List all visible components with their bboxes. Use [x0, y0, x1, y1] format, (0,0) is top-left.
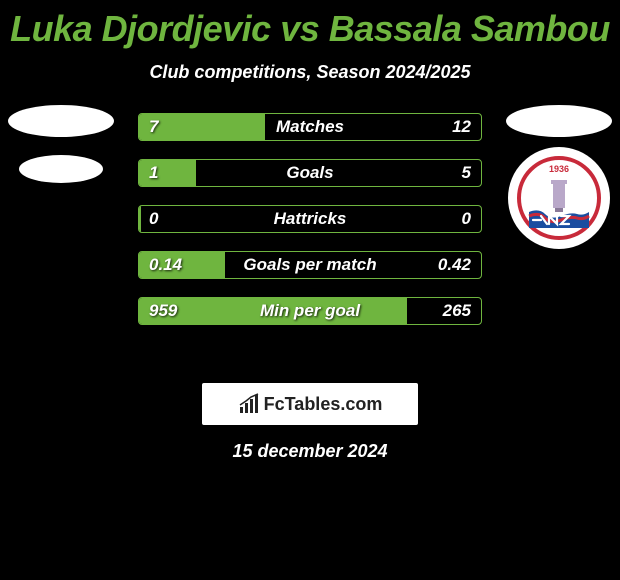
- stat-row: 0.14Goals per match0.42: [138, 251, 482, 279]
- player-right-head-placeholder: [506, 105, 612, 137]
- player-left-club-placeholder: [19, 155, 103, 183]
- dateline: 15 december 2024: [0, 441, 620, 462]
- club-badge-year: 1936: [549, 164, 569, 174]
- page-title: Luka Djordjevic vs Bassala Sambou: [0, 0, 620, 50]
- stat-value-right: 0.42: [438, 252, 471, 278]
- player-right-avatar-stack: 1936: [506, 105, 612, 249]
- branding-badge: FcTables.com: [202, 383, 418, 425]
- comparison-area: 1936 7Matches12 1Goals5 0Hattricks0 0.14Goa…: [0, 113, 620, 373]
- stat-label: Goals per match: [139, 252, 481, 278]
- branding-text: FcTables.com: [264, 394, 383, 415]
- stat-value-right: 0: [462, 206, 471, 232]
- club-badge-wave-icon: [527, 208, 591, 230]
- player-right-club-badge: 1936: [508, 147, 610, 249]
- stat-label: Hattricks: [139, 206, 481, 232]
- stat-row: 1Goals5: [138, 159, 482, 187]
- stat-value-right: 265: [443, 298, 471, 324]
- branding-chart-icon: [238, 393, 260, 415]
- stat-label: Goals: [139, 160, 481, 186]
- stat-row: 959Min per goal265: [138, 297, 482, 325]
- stat-row: 7Matches12: [138, 113, 482, 141]
- stat-value-right: 12: [452, 114, 471, 140]
- stat-label: Min per goal: [139, 298, 481, 324]
- stat-row: 0Hattricks0: [138, 205, 482, 233]
- club-badge-inner: 1936: [517, 156, 601, 240]
- stat-bars: 7Matches12 1Goals5 0Hattricks0 0.14Goals pe…: [138, 113, 482, 325]
- player-left-head-placeholder: [8, 105, 114, 137]
- stat-label: Matches: [139, 114, 481, 140]
- player-left-avatar-stack: [8, 105, 114, 183]
- subtitle: Club competitions, Season 2024/2025: [0, 62, 620, 83]
- stat-value-right: 5: [462, 160, 471, 186]
